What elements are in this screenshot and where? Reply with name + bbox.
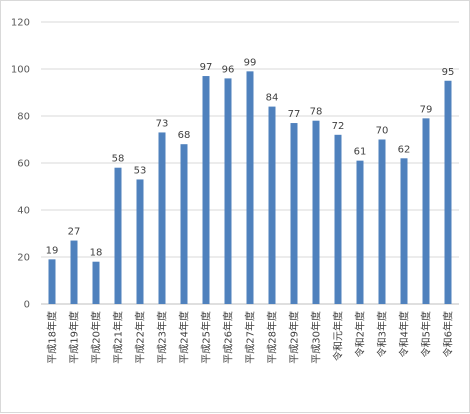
- x-tick-label: 平成25年度: [200, 311, 213, 364]
- x-tick-label: 令和5年度: [420, 311, 433, 357]
- y-tick-label: 20: [17, 253, 30, 264]
- y-tick-label: 80: [17, 112, 30, 123]
- bar: [268, 106, 276, 304]
- bar: [136, 179, 144, 304]
- bar: [92, 261, 100, 304]
- bar: [422, 118, 430, 304]
- bar: [114, 167, 122, 304]
- data-label: 19: [46, 245, 59, 256]
- y-tick-label: 0: [24, 300, 30, 311]
- data-label: 72: [332, 121, 345, 132]
- x-tick-label: 平成27年度: [244, 311, 257, 364]
- data-label: 18: [90, 248, 103, 259]
- data-label: 27: [68, 227, 81, 238]
- x-tick-label: 平成29年度: [288, 311, 301, 364]
- x-tick-label: 令和6年度: [442, 311, 455, 357]
- x-tick-label: 平成26年度: [222, 311, 235, 364]
- bar: [224, 78, 232, 305]
- bar: [246, 71, 254, 304]
- data-label: 77: [288, 109, 301, 120]
- data-label: 95: [442, 67, 455, 78]
- x-tick-label: 令和2年度: [354, 311, 367, 357]
- y-tick-label: 120: [11, 18, 30, 29]
- bar: [312, 120, 320, 304]
- x-axis: 平成18年度 平成19年度 平成20年度 平成21年度 平成22年度 平成23年度 平成24…: [46, 311, 455, 364]
- x-tick-label: 令和4年度: [398, 311, 411, 357]
- data-label: 99: [244, 57, 257, 68]
- y-axis: 0 20 40 60 80 100 120: [11, 18, 30, 311]
- x-tick-label: 令和3年度: [376, 311, 389, 357]
- data-label: 62: [398, 144, 411, 155]
- data-label: 68: [178, 130, 191, 141]
- data-label: 73: [156, 118, 169, 129]
- data-labels: 19 27 18 58 53 73 68 97 96 99 84 77 78 72 61 70 62 79 95: [46, 57, 455, 258]
- bars: [48, 71, 452, 305]
- x-tick-label: 平成23年度: [156, 311, 169, 364]
- data-label: 58: [112, 154, 125, 165]
- data-label: 61: [354, 147, 367, 158]
- x-tick-label: 平成19年度: [68, 311, 81, 364]
- bar: [400, 158, 408, 304]
- x-tick-label: 平成22年度: [134, 311, 147, 364]
- data-label: 70: [376, 126, 389, 137]
- x-tick-label: 平成24年度: [178, 311, 191, 364]
- y-tick-label: 60: [17, 159, 30, 170]
- bar: [158, 132, 166, 304]
- data-label: 84: [266, 93, 279, 104]
- bar: [202, 76, 210, 304]
- x-tick-label: 平成20年度: [90, 311, 103, 364]
- x-tick-label: 平成21年度: [112, 311, 125, 364]
- x-tick-label: 平成18年度: [46, 311, 59, 364]
- data-label: 79: [420, 104, 433, 115]
- bar: [444, 80, 452, 304]
- bar: [378, 139, 386, 304]
- bar: [48, 259, 56, 304]
- bar: [334, 134, 342, 304]
- y-tick-label: 40: [17, 206, 30, 217]
- y-tick-label: 100: [11, 65, 30, 76]
- x-tick-label: 令和元年度: [332, 311, 345, 361]
- data-label: 97: [200, 62, 213, 73]
- bar: [70, 240, 78, 304]
- data-label: 96: [222, 64, 235, 75]
- data-label: 53: [134, 165, 147, 176]
- bar: [356, 160, 364, 304]
- bar: [290, 123, 298, 304]
- x-tick-label: 平成28年度: [266, 311, 279, 364]
- data-label: 78: [310, 107, 323, 118]
- x-tick-label: 平成30年度: [310, 311, 323, 364]
- bar: [180, 144, 188, 304]
